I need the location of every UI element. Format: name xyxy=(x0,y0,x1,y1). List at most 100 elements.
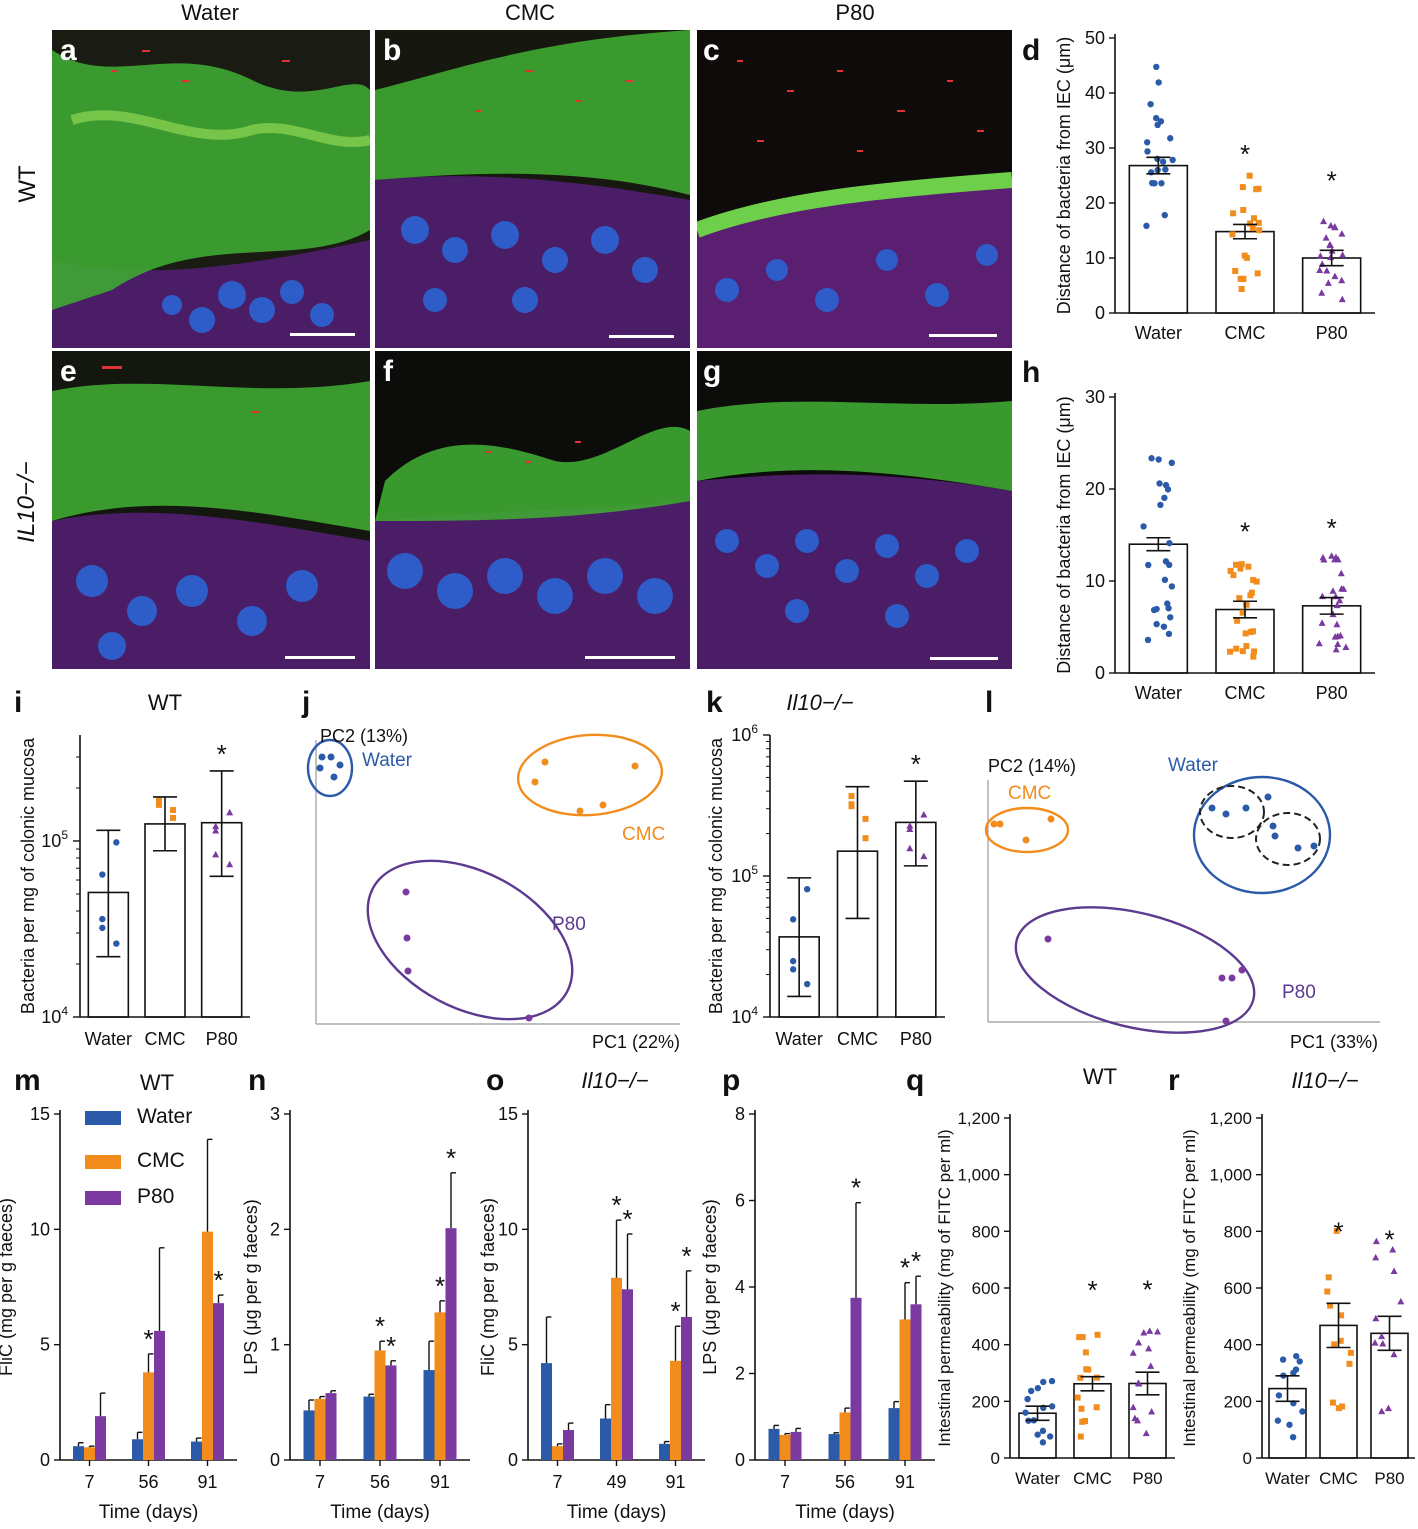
chart-n-y-label: LPS (μg per g faeces) xyxy=(241,1199,261,1374)
chart-n-significance-star: * xyxy=(435,1271,445,1301)
chart-r-data-point xyxy=(1347,1349,1354,1356)
pca-l-water-point xyxy=(1208,804,1216,812)
row-title-wt: WT xyxy=(14,165,41,203)
chart-q-data-point xyxy=(1079,1418,1086,1425)
chart-h-data-point xyxy=(1342,643,1350,651)
pca-l-cmc-point xyxy=(990,820,998,828)
chart-d-data-point xyxy=(1161,211,1168,219)
panel-label-f: f xyxy=(383,355,393,388)
chart-o-bar-cmc xyxy=(611,1277,622,1460)
pca-l-p80-point xyxy=(1238,966,1246,974)
chart-d-data-point xyxy=(1254,270,1261,277)
chart-r-significance-star: * xyxy=(1333,1216,1343,1246)
chart-r-data-point xyxy=(1379,1340,1387,1347)
chart-d-data-point xyxy=(1326,241,1334,249)
chart-n-y-tick-label: 2 xyxy=(270,1219,280,1239)
legend-label-p80: P80 xyxy=(137,1185,175,1208)
chart-d-data-point xyxy=(1246,172,1253,179)
chart-q-data-point xyxy=(1034,1384,1042,1392)
chart-p-y-tick-label: 2 xyxy=(735,1364,745,1384)
legend-label-cmc: CMC xyxy=(137,1149,185,1172)
chart-o-x-tick-label: 91 xyxy=(665,1472,685,1492)
chart-m-x-label: Time (days) xyxy=(99,1502,199,1523)
chart-d-data-point xyxy=(1230,210,1237,217)
chart-h-data-point xyxy=(1315,639,1323,647)
chart-o-y-tick-label: 10 xyxy=(498,1219,518,1239)
chart-h-data-point xyxy=(1233,645,1240,652)
pca-l-water-label: Water xyxy=(1168,755,1219,776)
chart-d-data-point xyxy=(1232,267,1239,274)
pca-j-p80-point xyxy=(404,967,412,975)
chart-o-y-tick-label: 15 xyxy=(498,1104,518,1124)
micrograph-e-image xyxy=(52,351,370,669)
chart-r-data-point xyxy=(1331,1341,1338,1348)
chart-r-y-tick-label: 600 xyxy=(1224,1279,1252,1298)
chart-q-y-tick-label: 0 xyxy=(991,1449,1000,1468)
chart-i-data-point xyxy=(156,801,162,808)
chart-d-data-point xyxy=(1154,121,1161,129)
panel-label-b: b xyxy=(383,34,402,67)
micrograph-a-image xyxy=(52,30,370,348)
chart-i-bar xyxy=(200,821,243,1018)
pca-j-p80-point xyxy=(525,1014,533,1022)
chart-q-y-label: Intestinal permeability (mg of FITC per … xyxy=(935,1129,954,1446)
chart-i-bar xyxy=(87,891,130,1018)
chart-m-bar-water xyxy=(191,1441,202,1460)
pca-l-water-point xyxy=(1269,822,1277,830)
chart-h-data-point xyxy=(1148,455,1155,462)
chart-o-significance-star: * xyxy=(670,1296,680,1326)
chart-h-data-point xyxy=(1166,539,1173,547)
chart-d-y-tick-label: 40 xyxy=(1085,83,1105,103)
chart-d-data-point xyxy=(1327,221,1335,229)
pca-l-p80-point xyxy=(1222,1017,1230,1025)
chart-n-bar-water xyxy=(423,1370,435,1460)
chart-h-data-point xyxy=(1164,486,1172,493)
chart-k-data-point xyxy=(803,885,811,893)
chart-d-data-point xyxy=(1328,247,1336,254)
chart-d-data-point xyxy=(1338,295,1346,303)
chart-k-data-point xyxy=(920,810,928,818)
chart-m-y-tick-label: 15 xyxy=(30,1104,50,1124)
chart-q-data-point xyxy=(1082,1418,1089,1425)
chart-q-data-point xyxy=(1148,1407,1156,1415)
chart-i-data-point xyxy=(156,797,162,804)
chart-i-y-tick-label: 104 xyxy=(41,1004,68,1027)
chart-q-data-point xyxy=(1094,1331,1101,1338)
chart-r-data-point xyxy=(1378,1332,1386,1340)
chart-q-data-point xyxy=(1039,1439,1047,1446)
chart-d-data-point xyxy=(1255,185,1262,192)
chart-d-data-point xyxy=(1338,276,1346,284)
chart-r-data-point xyxy=(1371,1339,1379,1346)
chart-o-bar-p80 xyxy=(681,1316,692,1460)
panel-label-g: g xyxy=(703,355,722,388)
chart-d-data-point xyxy=(1229,231,1236,238)
chart-k-data-point xyxy=(848,801,855,808)
chart-h-data-point xyxy=(1333,601,1341,609)
chart-h-data-point xyxy=(1320,555,1328,563)
chart-h-x-tick-label: Water xyxy=(1135,683,1182,703)
chart-p-x-tick-label: 91 xyxy=(895,1472,915,1492)
chart-n-bar-cmc xyxy=(434,1312,446,1460)
chart-m-y-tick-label: 0 xyxy=(40,1450,50,1470)
pca-l-p80-point xyxy=(1044,935,1052,943)
chart-h-data-point xyxy=(1227,567,1234,574)
chart-h-data-point xyxy=(1318,592,1326,600)
chart-q-y-tick-label: 600 xyxy=(972,1279,1000,1298)
micrograph-b-image xyxy=(375,30,690,348)
chart-d-data-point xyxy=(1249,225,1256,232)
panel-label-m: m xyxy=(14,1064,41,1097)
chart-m-bar-cmc xyxy=(84,1447,95,1460)
chart-m-bar-cmc xyxy=(143,1372,154,1460)
chart-r-significance-star: * xyxy=(1384,1224,1394,1254)
chart-h-data-point xyxy=(1161,576,1169,584)
chart-q-bar xyxy=(1018,1412,1057,1459)
pca-j-p80-ellipse xyxy=(366,859,574,1021)
chart-p-x-label: Time (days) xyxy=(795,1502,895,1523)
chart-q-data-point xyxy=(1046,1433,1054,1440)
pca-j-water-point xyxy=(318,753,326,761)
chart-h-data-point xyxy=(1160,623,1168,630)
chart-d-y-tick-label: 30 xyxy=(1085,138,1105,158)
pca-l-p80-point xyxy=(1228,974,1236,982)
chart-d-data-point xyxy=(1331,272,1339,280)
chart-q-bar xyxy=(1073,1382,1112,1459)
